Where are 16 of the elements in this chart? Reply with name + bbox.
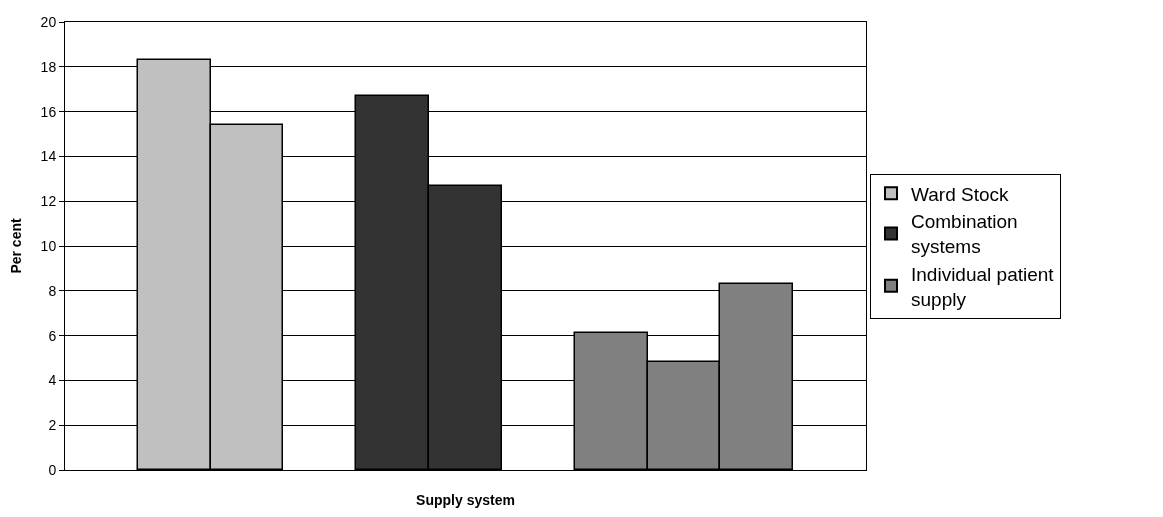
y-tick-label: 10 xyxy=(40,237,57,254)
legend-label: Ward Stock xyxy=(911,183,1009,205)
y-tick-label: 2 xyxy=(48,417,57,434)
x-axis-title: Supply system xyxy=(416,492,515,509)
legend-label: Combination systems xyxy=(911,211,1018,258)
y-tick-label: 0 xyxy=(48,461,57,478)
y-tick-label: 18 xyxy=(40,58,57,75)
y-tick-label: 4 xyxy=(48,372,57,389)
y-tick-label: 6 xyxy=(48,327,57,344)
y-tick-label: 14 xyxy=(40,148,57,165)
y-tick-label: 16 xyxy=(40,103,57,120)
y-tick-label: 20 xyxy=(40,13,57,30)
y-tick-label: 12 xyxy=(40,193,57,210)
legend-label: Individual patient supply xyxy=(911,263,1055,310)
y-tick-label: 8 xyxy=(48,282,57,299)
y-axis-title: Per cent xyxy=(8,218,25,274)
